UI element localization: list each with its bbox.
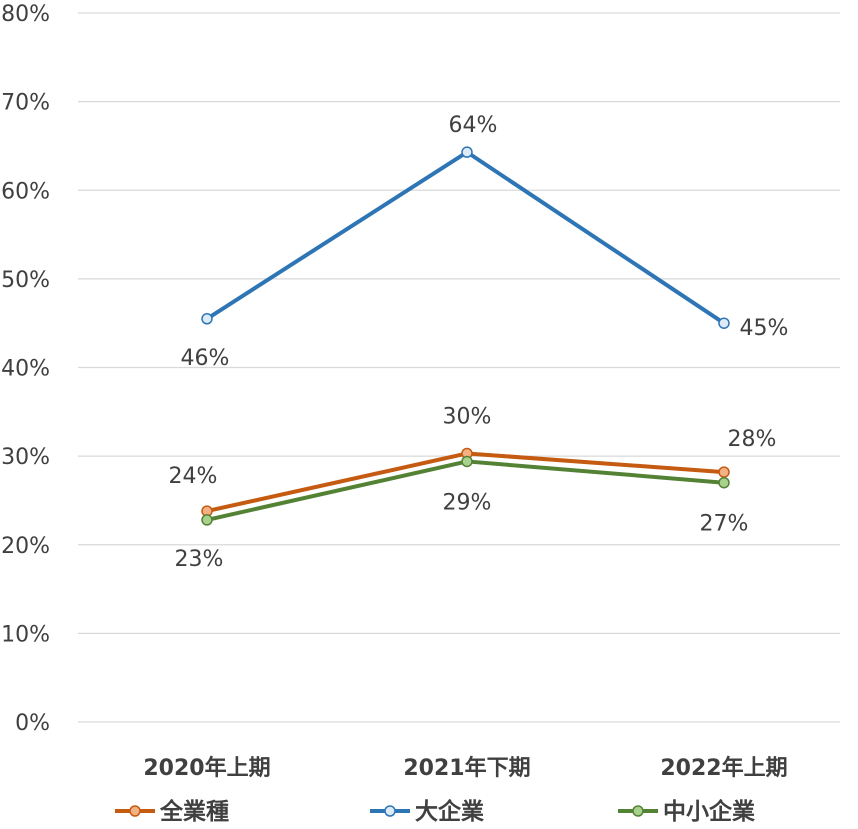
- x-axis: 2020年上期 2021年下期 2022年上期: [143, 755, 787, 781]
- data-point: [718, 466, 730, 478]
- legend-marker: [632, 805, 644, 817]
- data-point: [201, 313, 213, 325]
- data-point: [461, 455, 473, 468]
- legend-label: 全業種: [159, 798, 229, 825]
- legend-marker: [384, 805, 396, 817]
- y-tick-label: 30%: [1, 445, 50, 470]
- data-point: [718, 476, 730, 489]
- series-line: [205, 150, 726, 325]
- data-label: 29%: [443, 490, 492, 515]
- x-tick-label: 2021年下期: [403, 755, 530, 781]
- data-point: [461, 146, 473, 158]
- data-label: 30%: [443, 404, 492, 429]
- y-tick-label: 60%: [1, 179, 50, 204]
- y-tick-label: 10%: [1, 622, 50, 647]
- data-label: 27%: [700, 512, 749, 537]
- data-label: 28%: [728, 427, 777, 452]
- legend-label: 大企業: [415, 798, 485, 825]
- data-point: [201, 514, 213, 526]
- y-tick-label: 20%: [1, 534, 50, 559]
- data-label: 23%: [175, 547, 224, 572]
- legend: 全業種 大企業 中小企業: [115, 798, 756, 825]
- legend-marker: [129, 805, 141, 817]
- x-tick-label: 2022年上期: [660, 755, 787, 781]
- y-tick-label: 50%: [1, 268, 50, 293]
- data-label: 24%: [169, 464, 218, 489]
- data-label: 64%: [449, 113, 498, 138]
- data-label: 45%: [740, 316, 789, 341]
- legend-label: 中小企業: [663, 798, 756, 825]
- y-tick-label: 0%: [15, 711, 50, 736]
- series-group: [201, 146, 730, 526]
- y-tick-label: 70%: [1, 91, 50, 116]
- y-tick-label: 40%: [1, 357, 50, 382]
- data-label: 46%: [181, 346, 230, 371]
- gridlines: [78, 12, 840, 723]
- y-axis: 0% 10% 20% 30% 40% 50% 60% 70% 80%: [1, 2, 50, 736]
- x-tick-label: 2020年上期: [143, 755, 270, 781]
- data-labels: 24% 30% 28% 46% 64% 45% 23% 29% 27%: [169, 113, 789, 572]
- data-point: [718, 317, 730, 329]
- y-tick-label: 80%: [1, 2, 50, 27]
